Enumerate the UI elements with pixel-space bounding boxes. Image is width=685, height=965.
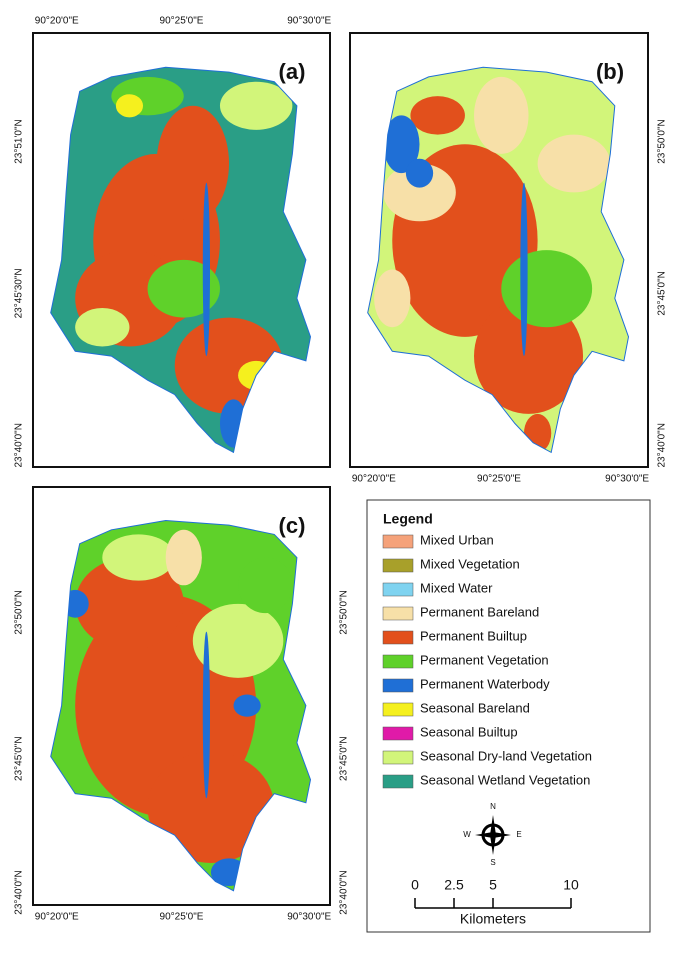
map-area <box>50 520 311 891</box>
land-cover-patch <box>75 557 184 651</box>
legend-swatch <box>382 630 414 645</box>
land-cover-patch <box>165 529 202 586</box>
legend-label: Mixed Urban <box>420 532 494 547</box>
legend-label: Seasonal Wetland Vegetation <box>420 772 590 787</box>
legend-label: Permanent Bareland <box>420 604 539 619</box>
legend-swatch <box>382 582 414 597</box>
land-cover-patch <box>192 603 284 678</box>
longitude-label: 90°30'0"E <box>287 16 331 27</box>
latitude-label: 23°40'0"N <box>339 870 350 915</box>
panel-label: (c) <box>279 513 306 538</box>
latitude-label: 23°45'0"N <box>657 271 668 316</box>
latitude-label: 23°40'0"N <box>14 870 25 915</box>
legend-swatch <box>382 654 414 669</box>
latitude-label: 23°45'30"N <box>14 268 25 318</box>
scale-label: 0 <box>411 877 419 893</box>
legend-swatch <box>382 726 414 741</box>
compass-north: N <box>490 802 496 811</box>
legend-swatch <box>382 534 414 549</box>
legend-label: Seasonal Builtup <box>420 724 518 739</box>
latitude-label: 23°50'0"N <box>339 590 350 635</box>
panel-label: (b) <box>596 59 624 84</box>
scale-label: 2.5 <box>444 877 464 893</box>
longitude-label: 90°20'0"E <box>35 16 79 27</box>
land-cover-patch <box>474 298 584 414</box>
legend-label: Permanent Vegetation <box>420 652 549 667</box>
panel-label: (a) <box>279 59 306 84</box>
longitude-label: 90°25'0"E <box>160 16 204 27</box>
land-cover-patch <box>102 534 175 581</box>
land-cover-patch <box>147 259 220 318</box>
legend-label: Seasonal Dry-land Vegetation <box>420 748 592 763</box>
longitude-label: 90°25'0"E <box>160 912 204 923</box>
land-cover-patch <box>238 557 293 614</box>
legend-title: Legend <box>383 511 433 527</box>
land-cover-patch <box>410 96 465 135</box>
legend-swatch <box>382 606 414 621</box>
land-cover-patch <box>233 694 261 717</box>
latitude-label: 23°50'0"N <box>14 590 25 635</box>
latitude-label: 23°50'0"N <box>657 119 668 164</box>
land-cover-patch <box>474 76 529 154</box>
longitude-label: 90°20'0"E <box>352 474 396 485</box>
land-cover-patch <box>202 182 211 357</box>
land-cover-patch <box>115 94 144 118</box>
legend-box <box>366 499 651 933</box>
latitude-label: 23°40'0"N <box>657 423 668 468</box>
latitude-label: 23°40'0"N <box>14 423 25 468</box>
legend-label: Mixed Vegetation <box>420 556 520 571</box>
map-area <box>367 67 629 453</box>
land-cover-patch <box>383 115 420 174</box>
legend-label: Permanent Builtup <box>420 628 527 643</box>
legend-label: Permanent Waterbody <box>420 676 550 691</box>
latitude-label: 23°45'0"N <box>339 736 350 781</box>
map-area <box>50 67 311 453</box>
compass-south: S <box>490 858 495 867</box>
latitude-label: 23°51'0"N <box>14 119 25 164</box>
map-outline <box>50 66 312 454</box>
longitude-label: 90°30'0"E <box>287 912 331 923</box>
scale-unit: Kilometers <box>460 911 526 927</box>
compass-west: W <box>463 830 471 839</box>
compass-east: E <box>516 830 521 839</box>
map-outline <box>50 519 312 892</box>
map-outline <box>367 66 630 454</box>
land-cover-patch <box>202 631 211 799</box>
legend-swatch <box>382 702 414 717</box>
legend-label: Mixed Water <box>420 580 493 595</box>
land-cover-patch <box>374 269 411 328</box>
land-cover-patch <box>501 250 593 328</box>
longitude-label: 90°25'0"E <box>477 474 521 485</box>
legend-swatch <box>382 774 414 789</box>
longitude-label: 90°20'0"E <box>35 912 79 923</box>
land-cover-patch <box>405 158 434 188</box>
latitude-label: 23°45'0"N <box>14 736 25 781</box>
compass-star <box>475 832 511 838</box>
land-cover-patch <box>383 163 456 222</box>
land-cover-patch <box>147 751 275 863</box>
land-cover-patch <box>219 81 293 130</box>
land-cover-patch <box>156 105 230 222</box>
legend-swatch <box>382 750 414 765</box>
legend-swatch <box>382 558 414 573</box>
land-cover-patch <box>520 182 528 357</box>
land-cover-patch <box>75 307 130 347</box>
scale-label: 5 <box>489 877 497 893</box>
legend-label: Seasonal Bareland <box>420 700 530 715</box>
legend-swatch <box>382 678 414 693</box>
land-cover-patch <box>537 134 611 193</box>
scale-label: 10 <box>563 877 579 893</box>
longitude-label: 90°30'0"E <box>605 474 649 485</box>
